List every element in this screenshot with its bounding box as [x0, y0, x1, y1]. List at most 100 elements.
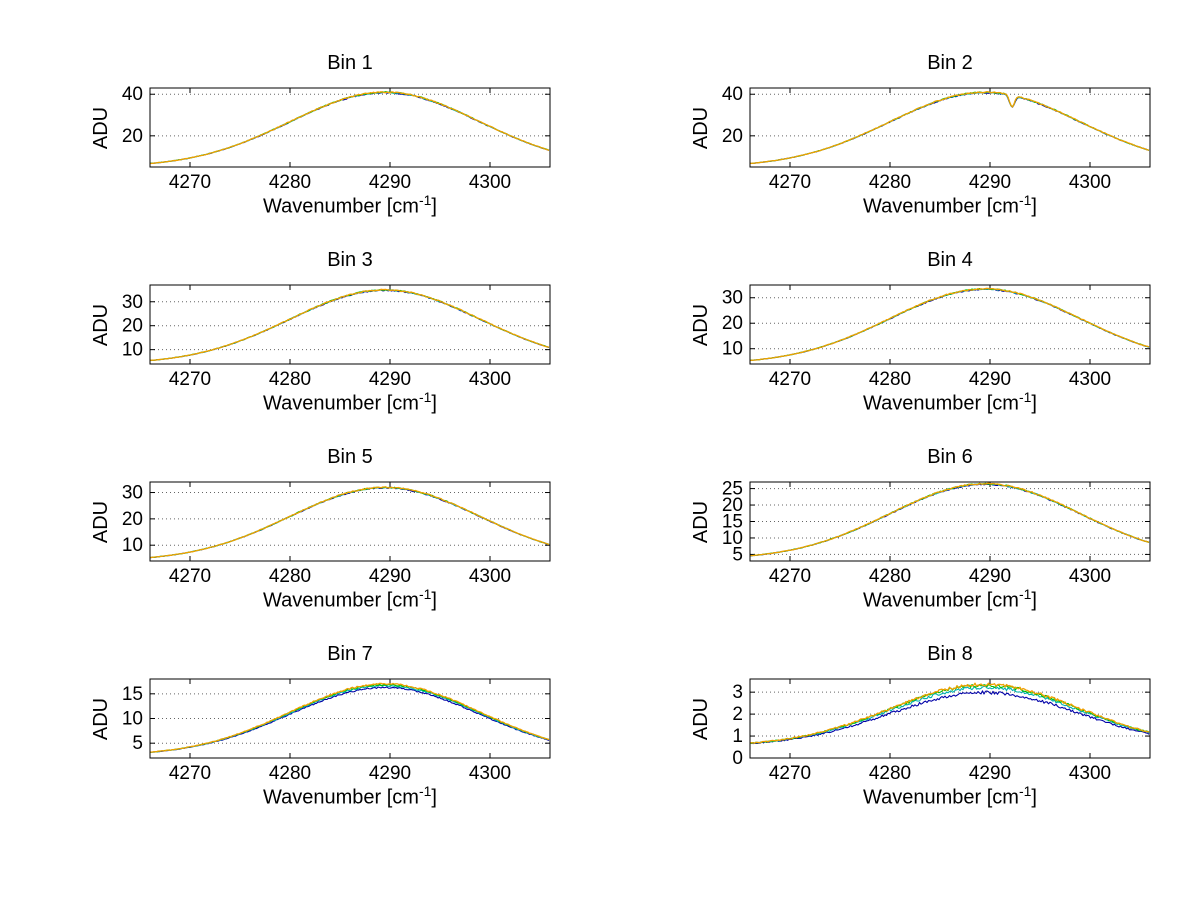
x-tick-label: 4300: [469, 763, 511, 784]
x-axis-label-superscript: -1: [418, 586, 432, 602]
y-tick-label: 5: [132, 733, 143, 754]
plot-line-series-4-yellow: [749, 682, 1150, 744]
y-tick-label: 10: [122, 535, 143, 556]
y-tick-label: 20: [722, 495, 743, 516]
x-axis-label-text: Wavenumber [cm: [863, 589, 1019, 612]
axes-frame: [749, 481, 1151, 562]
y-tick-label: 10: [722, 528, 743, 549]
x-axis-label-text: ]: [1031, 589, 1037, 612]
plot-area: 5 10 15 4270 4280 4290 4300: [122, 678, 551, 784]
x-axis-label: Wavenumber [cm-1]: [750, 389, 1150, 416]
x-tick-label: 4270: [769, 172, 811, 193]
x-tick-label: 4280: [269, 369, 311, 390]
x-tick-label: 4300: [1069, 763, 1111, 784]
x-axis-label-text: ]: [431, 786, 437, 809]
plot-line-series-4-yellow: [149, 91, 550, 165]
x-axis-label-text: Wavenumber [cm: [863, 195, 1019, 218]
axes-frame: [149, 284, 551, 365]
x-axis-label: Wavenumber [cm-1]: [150, 389, 550, 416]
x-axis-label-text: Wavenumber [cm: [863, 786, 1019, 809]
subplot-bin-4: Bin 4 ADU Wavenumber [cm-1] 10 20 30 4270 4280 4…: [600, 237, 1200, 434]
subplot-bin-7: Bin 7 ADU Wavenumber [cm-1] 5 10 15 4270 4280 42…: [0, 631, 600, 828]
y-tick-label: 20: [122, 126, 143, 147]
y-tick-label: 20: [722, 126, 743, 147]
plot-area: 10 20 30 4270 4280 4290 4300: [122, 284, 551, 390]
axes-frame: [749, 678, 1151, 759]
y-tick-label: 20: [122, 509, 143, 530]
x-axis-label-superscript: -1: [418, 389, 432, 405]
x-axis-label: Wavenumber [cm-1]: [750, 586, 1150, 613]
x-tick-label: 4270: [769, 369, 811, 390]
plot-title: Bin 4: [927, 249, 973, 271]
x-axis-label-superscript: -1: [418, 192, 432, 208]
plot-line-series-4-yellow: [749, 91, 1150, 165]
plot-title: Bin 1: [327, 52, 373, 74]
y-tick-label: 15: [122, 684, 143, 705]
x-axis-label-superscript: -1: [1018, 586, 1032, 602]
axes-frame: [749, 87, 1151, 168]
x-axis-label-text: Wavenumber [cm: [863, 392, 1019, 415]
y-tick-label: 30: [122, 292, 143, 313]
plot-line-series-4-yellow: [750, 287, 1150, 362]
subplot-bin-5: Bin 5 ADU Wavenumber [cm-1] 10 20 30 4270 4280 4…: [0, 434, 600, 631]
plot-line-series-3-green: [749, 482, 1150, 557]
plot-line-series-4-yellow: [749, 482, 1150, 557]
x-tick-label: 4290: [969, 763, 1011, 784]
plot-title: Bin 8: [927, 643, 973, 665]
x-tick-label: 4290: [369, 369, 411, 390]
x-axis-label-superscript: -1: [418, 783, 432, 799]
plot-area: 20 40 4270 4280 4290 4300: [122, 84, 551, 193]
x-tick-label: 4290: [369, 172, 411, 193]
y-tick-label: 1: [732, 726, 743, 747]
plot-area: 20 40 4270 4280 4290 4300: [722, 84, 1151, 193]
plot-line-series-4-yellow: [149, 288, 550, 362]
x-tick-label: 4280: [269, 172, 311, 193]
y-tick-label: 15: [722, 512, 743, 533]
x-tick-label: 4270: [769, 566, 811, 587]
x-tick-label: 4280: [869, 566, 911, 587]
x-tick-label: 4300: [469, 172, 511, 193]
x-axis-label-text: ]: [431, 195, 437, 218]
plot-area: 10 20 30 4270 4280 4290 4300: [122, 481, 551, 587]
x-tick-label: 4280: [869, 172, 911, 193]
x-tick-label: 4280: [869, 369, 911, 390]
x-tick-label: 4290: [369, 763, 411, 784]
plot-title: Bin 7: [327, 643, 373, 665]
plot-title: Bin 6: [927, 446, 973, 468]
plot-title: Bin 5: [327, 446, 373, 468]
subplot-bin-1: Bin 1 ADU Wavenumber [cm-1] 20 40 4270 4280 429…: [0, 40, 600, 237]
y-tick-label: 0: [732, 748, 743, 769]
x-tick-label: 4280: [269, 566, 311, 587]
x-axis-label-text: ]: [431, 589, 437, 612]
y-tick-label: 20: [122, 316, 143, 337]
x-axis-label: Wavenumber [cm-1]: [150, 586, 550, 613]
x-axis-label-text: ]: [1031, 195, 1037, 218]
y-tick-label: 3: [732, 682, 743, 703]
x-tick-label: 4290: [369, 566, 411, 587]
subplot-bin-3: Bin 3 ADU Wavenumber [cm-1] 10 20 30 4270 4280 4…: [0, 237, 600, 434]
y-tick-label: 30: [722, 288, 743, 309]
plot-line-series-1-blue: [749, 690, 1150, 745]
axes-frame: [149, 481, 551, 562]
y-tick-label: 25: [722, 479, 743, 500]
subplot-bin-8: Bin 8 ADU Wavenumber [cm-1] 0 1 2 3 4270 4280 429…: [600, 631, 1200, 828]
plot-line-series-4-yellow: [149, 486, 550, 559]
x-axis-label: Wavenumber [cm-1]: [150, 783, 550, 810]
subplot-bin-2: Bin 2 ADU Wavenumber [cm-1] 20 40 4270 4280 429…: [600, 40, 1200, 237]
x-tick-label: 4300: [1069, 172, 1111, 193]
x-axis-label: Wavenumber [cm-1]: [150, 192, 550, 219]
x-tick-label: 4300: [1069, 369, 1111, 390]
x-tick-label: 4300: [469, 369, 511, 390]
x-axis-label: Wavenumber [cm-1]: [750, 192, 1150, 219]
x-axis-label-text: ]: [1031, 786, 1037, 809]
plot-line-series-4-yellow: [149, 682, 550, 753]
x-tick-label: 4270: [169, 566, 211, 587]
x-tick-label: 4290: [969, 369, 1011, 390]
x-tick-label: 4270: [169, 172, 211, 193]
x-tick-label: 4280: [869, 763, 911, 784]
axes-frame: [149, 87, 551, 168]
x-axis-label-superscript: -1: [1018, 783, 1032, 799]
